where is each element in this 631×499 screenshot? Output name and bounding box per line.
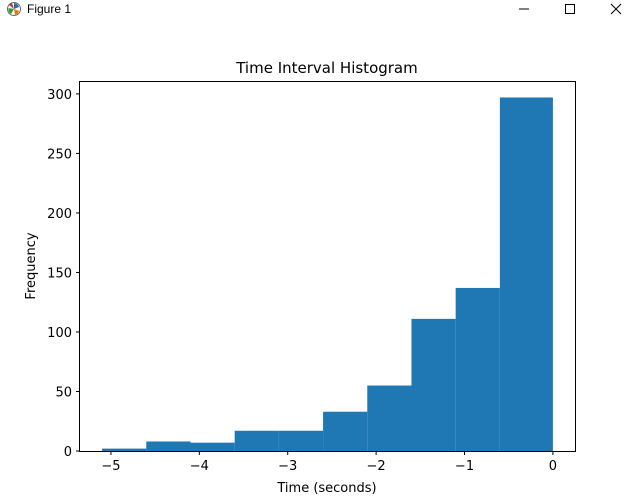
histogram-bar-10 [499, 97, 553, 451]
matplotlib-figure-icon [6, 1, 22, 17]
histogram-bar-7 [367, 385, 412, 451]
y-tick-label: 150 [47, 266, 72, 281]
title-bar[interactable]: Figure 1 [0, 0, 631, 20]
y-axis-label: Frequency [24, 232, 39, 299]
minimize-button[interactable] [501, 0, 547, 20]
y-tick-label: 100 [47, 326, 72, 341]
histogram-bar-4 [234, 430, 279, 451]
maximize-button[interactable] [547, 0, 593, 20]
histogram-bar-3 [190, 442, 235, 451]
histogram-bar-6 [323, 411, 368, 451]
histogram-bar-1 [102, 448, 147, 451]
histogram-bar-5 [278, 430, 324, 451]
bars-layer [102, 97, 553, 451]
window-title: Figure 1 [27, 2, 72, 16]
histogram-bar-2 [146, 441, 191, 451]
x-tick-label: 0 [549, 459, 557, 474]
y-axis-ticks: 0 50 100 150 200 250 300 [47, 88, 80, 460]
x-tick-label: −2 [367, 459, 386, 474]
figure-canvas: Time Interval Histogram −5 −4 −3 −2 −1 0 0 50 1… [0, 20, 631, 499]
y-tick-label: 200 [47, 207, 72, 222]
y-tick-label: 0 [64, 445, 72, 460]
minimize-icon [519, 8, 529, 10]
y-tick-label: 50 [55, 385, 72, 400]
histogram-bar-8 [411, 318, 456, 451]
maximize-icon [565, 4, 575, 14]
y-tick-label: 300 [47, 88, 72, 103]
close-button[interactable] [593, 0, 631, 20]
x-axis-label: Time (seconds) [276, 481, 376, 496]
y-tick-label: 250 [47, 147, 72, 162]
chart-title: Time Interval Histogram [235, 59, 418, 77]
axes-frame [79, 81, 576, 452]
x-tick-label: −3 [278, 459, 297, 474]
x-axis-ticks: −5 −4 −3 −2 −1 0 [101, 451, 557, 474]
close-icon [610, 3, 622, 15]
x-tick-label: −5 [101, 459, 120, 474]
x-tick-label: −1 [455, 459, 474, 474]
histogram-chart: Time Interval Histogram −5 −4 −3 −2 −1 0 0 50 1… [24, 59, 576, 496]
histogram-bar-9 [455, 287, 500, 451]
x-tick-label: −4 [190, 459, 209, 474]
